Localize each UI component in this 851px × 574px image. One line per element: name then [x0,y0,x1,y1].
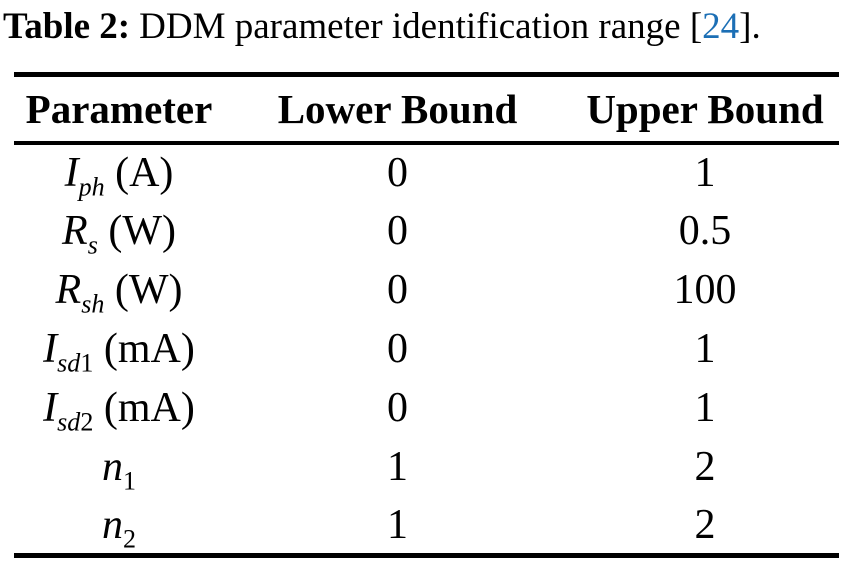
column-header-parameter: Parameter [14,74,224,145]
upper-bound-cell: 0.5 [678,208,732,254]
parameter-cell: Iph (A) [14,143,224,202]
parameter-subscript: 1 [122,466,136,496]
upper-bound-cell: 100 [673,267,737,313]
lower-bound-cell: 0 [387,208,408,254]
lower-bound-cell: 0 [387,150,408,196]
parameter-subscript: sd1 [57,348,94,378]
upper-bound-cell: 1 [694,326,716,372]
header-row: Parameter Lower Bound Upper Bound [14,74,839,145]
lower-bound-cell: 1 [387,501,408,548]
parameter-symbol: n [101,444,123,490]
parameter-unit: (mA) [93,385,195,431]
parameter-cell: n2 [14,497,224,556]
table-caption-label: Table 2: [3,6,131,47]
table-caption: Table 2: DDM parameter identification ran… [3,2,849,52]
table-row: Rs (W) 0 0.5 [14,202,839,261]
upper-bound-cell: 1 [694,385,716,431]
parameter-unit: (A) [104,150,174,196]
parameter-subscript: ph [78,172,105,202]
table-row: n2 1 2 [14,497,839,556]
table-row: Rsh (W) 0 100 [14,261,839,320]
parameter-subscript: 2 [122,524,136,554]
lower-bound-cell: 0 [387,267,408,313]
parameter-cell: n1 [14,438,224,497]
parameter-unit: (mA) [93,326,195,372]
table-row: Isd1 (mA) 0 1 [14,320,839,379]
table-row: n1 1 2 [14,438,839,497]
parameter-symbol: I [64,150,79,196]
parameter-unit: (W) [97,208,176,254]
parameter-symbol: I [43,385,58,431]
parameter-cell: Rs (W) [14,202,224,261]
parameter-range-table: Parameter Lower Bound Upper Bound Iph (A… [14,72,839,558]
lower-bound-cell: 1 [387,444,408,490]
parameter-symbol: n [101,501,123,548]
upper-bound-cell: 2 [694,501,716,548]
column-header-upper-bound: Upper Bound [571,74,839,145]
table-caption-text: DDM parameter identification range [139,6,690,47]
upper-bound-cell: 1 [694,150,716,196]
parameter-subscript: sd2 [57,407,94,437]
column-header-lower-bound: Lower Bound [224,74,571,145]
parameter-symbol: R [62,208,88,254]
table-row: Isd2 (mA) 0 1 [14,379,839,438]
parameter-cell: Isd2 (mA) [14,379,224,438]
parameter-symbol: R [55,267,82,313]
citation-bracket-open: [ [689,6,703,47]
table-body: Iph (A) 0 1 Rs (W) 0 0.5 Rsh (W) 0 100 Isd1 (mA) 0… [14,143,839,556]
parameter-subscript: sh [81,289,105,319]
parameter-symbol: I [43,326,58,372]
parameter-cell: Rsh (W) [14,261,224,320]
table-row: Iph (A) 0 1 [14,143,839,202]
parameter-cell: Isd1 (mA) [14,320,224,379]
parameter-subscript: s [87,230,98,260]
lower-bound-cell: 0 [387,385,408,431]
parameter-unit: (W) [104,267,183,313]
citation-link[interactable]: 24 [702,6,740,47]
lower-bound-cell: 0 [387,326,408,372]
upper-bound-cell: 2 [694,444,716,490]
citation-bracket-close: ]. [739,6,761,47]
